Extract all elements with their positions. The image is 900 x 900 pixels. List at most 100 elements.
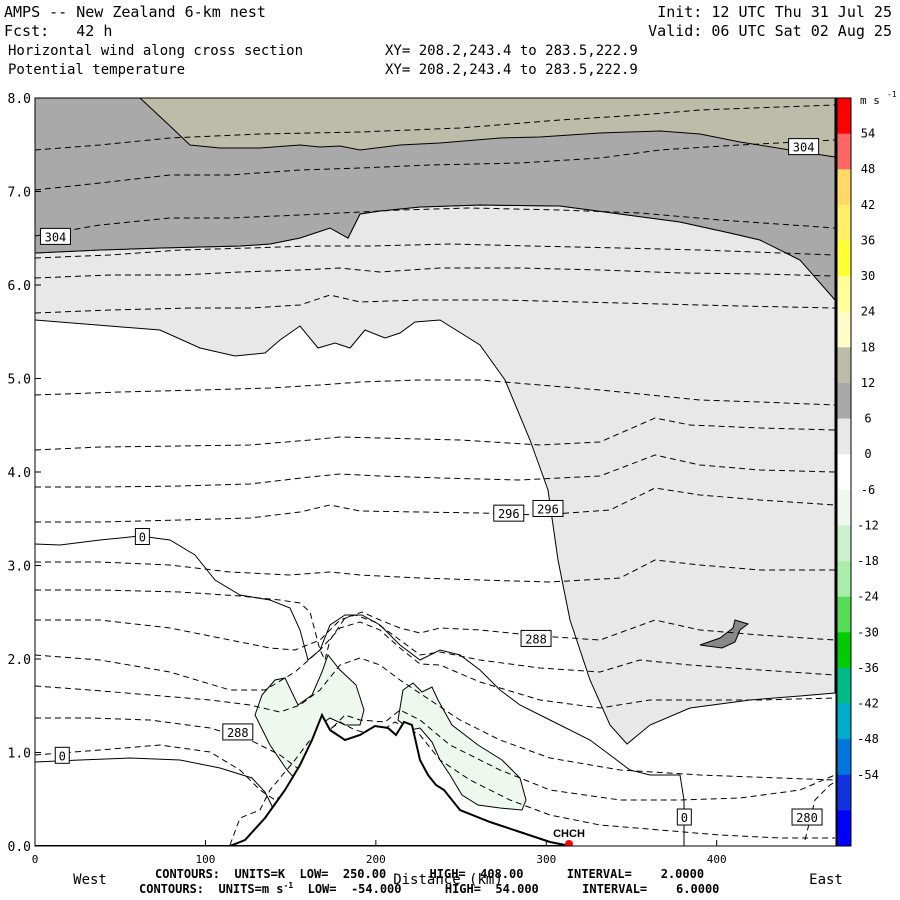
colorbar-swatch — [837, 347, 851, 384]
contour-label: 0 — [59, 749, 66, 763]
colorbar-label: 30 — [861, 269, 875, 283]
contour-info-wind: CONTOURS: UNITS=m s-1 LOW= -54.000 HIGH=… — [139, 881, 719, 896]
contour-label: 304 — [793, 141, 815, 155]
colorbar-swatch — [837, 667, 851, 705]
colorbar-label: 6 — [864, 412, 871, 426]
wind-neg-east — [397, 682, 527, 811]
contour-label: 296 — [537, 502, 559, 516]
contour-label-box — [791, 808, 823, 826]
colorbar-swatch — [837, 525, 851, 562]
contour-info-theta: CONTOURS: UNITS=K LOW= 250.00 HIGH= 408.… — [155, 867, 705, 881]
colorbar-swatch — [837, 98, 851, 135]
colorbar-label: 48 — [861, 162, 875, 176]
colorbar-swatch — [837, 169, 851, 206]
y-tick-label: 2.0 — [8, 653, 31, 668]
colorbar-label: -30 — [857, 625, 879, 639]
colorbar-swatch — [837, 489, 851, 526]
field-title-wind: Horizontal wind along cross section — [8, 43, 304, 59]
x-tick-label: 400 — [707, 853, 727, 866]
contour-label: 0 — [681, 811, 688, 825]
contour-label-box — [788, 138, 820, 156]
y-tick-label: 0.0 — [8, 840, 31, 855]
contour-label: 304 — [45, 230, 67, 244]
forecast-hour: Fcst: 42 h — [4, 22, 113, 40]
colorbar-swatch — [837, 133, 851, 170]
station-marker — [565, 840, 573, 846]
contour-label: 288 — [525, 632, 547, 646]
colorbar-swatch — [837, 240, 851, 277]
contour-label: 280 — [796, 811, 818, 825]
y-tick-label: 7.0 — [8, 186, 31, 201]
model-title: AMPS -- New Zealand 6-km nest — [4, 3, 266, 21]
wind-shade-6-east — [35, 204, 836, 745]
init-time: Init: 12 UTC Thu 31 Jul 25 — [657, 3, 892, 21]
x-tick-label: 0 — [32, 853, 39, 866]
colorbar-swatch — [837, 810, 851, 847]
colorbar-swatch — [837, 454, 851, 491]
colorbar-label: 36 — [861, 233, 875, 247]
colorbar-swatch — [837, 596, 851, 633]
colorbar-swatch — [837, 204, 851, 241]
colorbar-label: -6 — [861, 483, 875, 497]
theta-contours — [35, 104, 836, 846]
colorbar-label: 42 — [861, 198, 875, 212]
colorbar-label: 18 — [861, 340, 875, 354]
x-east-label: East — [809, 872, 843, 888]
field-title-theta: Potential temperature — [8, 62, 186, 78]
contour-label: 296 — [498, 507, 520, 521]
axis-ticks: 0 100 200 300 400 0.0 1.0 2.0 3.0 4.0 5.0 6.0 7.0 8.0 — [8, 92, 727, 866]
contour-label-box — [532, 499, 564, 517]
colorbar-swatch — [837, 561, 851, 598]
contour-labels: 304 304 296 296 288 288 280 0 0 0 — [39, 138, 823, 826]
colorbar-unit-sup: -1 — [887, 90, 897, 99]
contour-label-box — [676, 808, 692, 826]
colorbar: 54 48 42 36 30 24 18 12 6 0 -6 -12 -18 -24 -30 -36 -42 -4… — [836, 90, 897, 847]
contour-label-box — [39, 227, 71, 245]
colorbar-swatch — [837, 276, 851, 313]
colorbar-label: 12 — [861, 376, 875, 390]
colorbar-label: -42 — [857, 697, 879, 711]
y-tick-label: 3.0 — [8, 560, 31, 575]
contour-label: 288 — [227, 726, 249, 740]
x-tick-label: 300 — [536, 853, 556, 866]
xy-range-1: XY= 208.2,243.4 to 283.5,222.9 — [385, 43, 638, 59]
x-tick-label: 200 — [366, 853, 386, 866]
colorbar-label: -48 — [857, 732, 879, 746]
x-west-label: West — [73, 872, 107, 888]
contour-info-wind-post: LOW= -54.000 HIGH= 54.000 INTERVAL= 6.00… — [293, 882, 720, 896]
colorbar-label: -18 — [857, 554, 879, 568]
contour-label-box — [520, 629, 552, 647]
contour-label-box — [54, 746, 70, 764]
colorbar-swatch — [837, 774, 851, 811]
contour-label-box — [222, 723, 254, 741]
colorbar-swatch — [837, 382, 851, 420]
valid-time: Valid: 06 UTC Sat 02 Aug 25 — [648, 22, 892, 40]
y-tick-label: 8.0 — [8, 92, 31, 107]
contour-label-box — [493, 504, 525, 522]
y-tick-label: 5.0 — [8, 373, 31, 388]
wind-zero-contours — [35, 535, 685, 846]
y-tick-label: 1.0 — [8, 747, 31, 762]
x-axis-title: Distance (km) — [393, 872, 503, 888]
contour-label: 0 — [139, 531, 146, 545]
y-tick-label: 4.0 — [8, 466, 31, 481]
colorbar-label: -12 — [857, 518, 879, 532]
x-tick-label: 100 — [195, 853, 215, 866]
wind-shade-patch — [699, 619, 750, 649]
colorbar-swatch — [837, 703, 851, 740]
colorbar-unit: m s — [860, 94, 880, 107]
contour-info-wind-sup: -1 — [283, 881, 294, 890]
xy-range-2: XY= 208.2,243.4 to 283.5,222.9 — [385, 62, 638, 78]
colorbar-swatch — [837, 311, 851, 348]
colorbar-label: 54 — [861, 127, 875, 141]
colorbar-swatch — [837, 739, 851, 776]
colorbar-label: -54 — [857, 768, 879, 782]
terrain — [35, 712, 571, 846]
colorbar-swatch — [837, 632, 851, 669]
colorbar-label: -36 — [857, 661, 879, 675]
colorbar-label: 0 — [864, 447, 871, 461]
contour-label-box — [134, 528, 150, 546]
contour-info-wind-pre: CONTOURS: UNITS=m s — [139, 882, 284, 896]
station-label: CHCH — [553, 828, 585, 840]
